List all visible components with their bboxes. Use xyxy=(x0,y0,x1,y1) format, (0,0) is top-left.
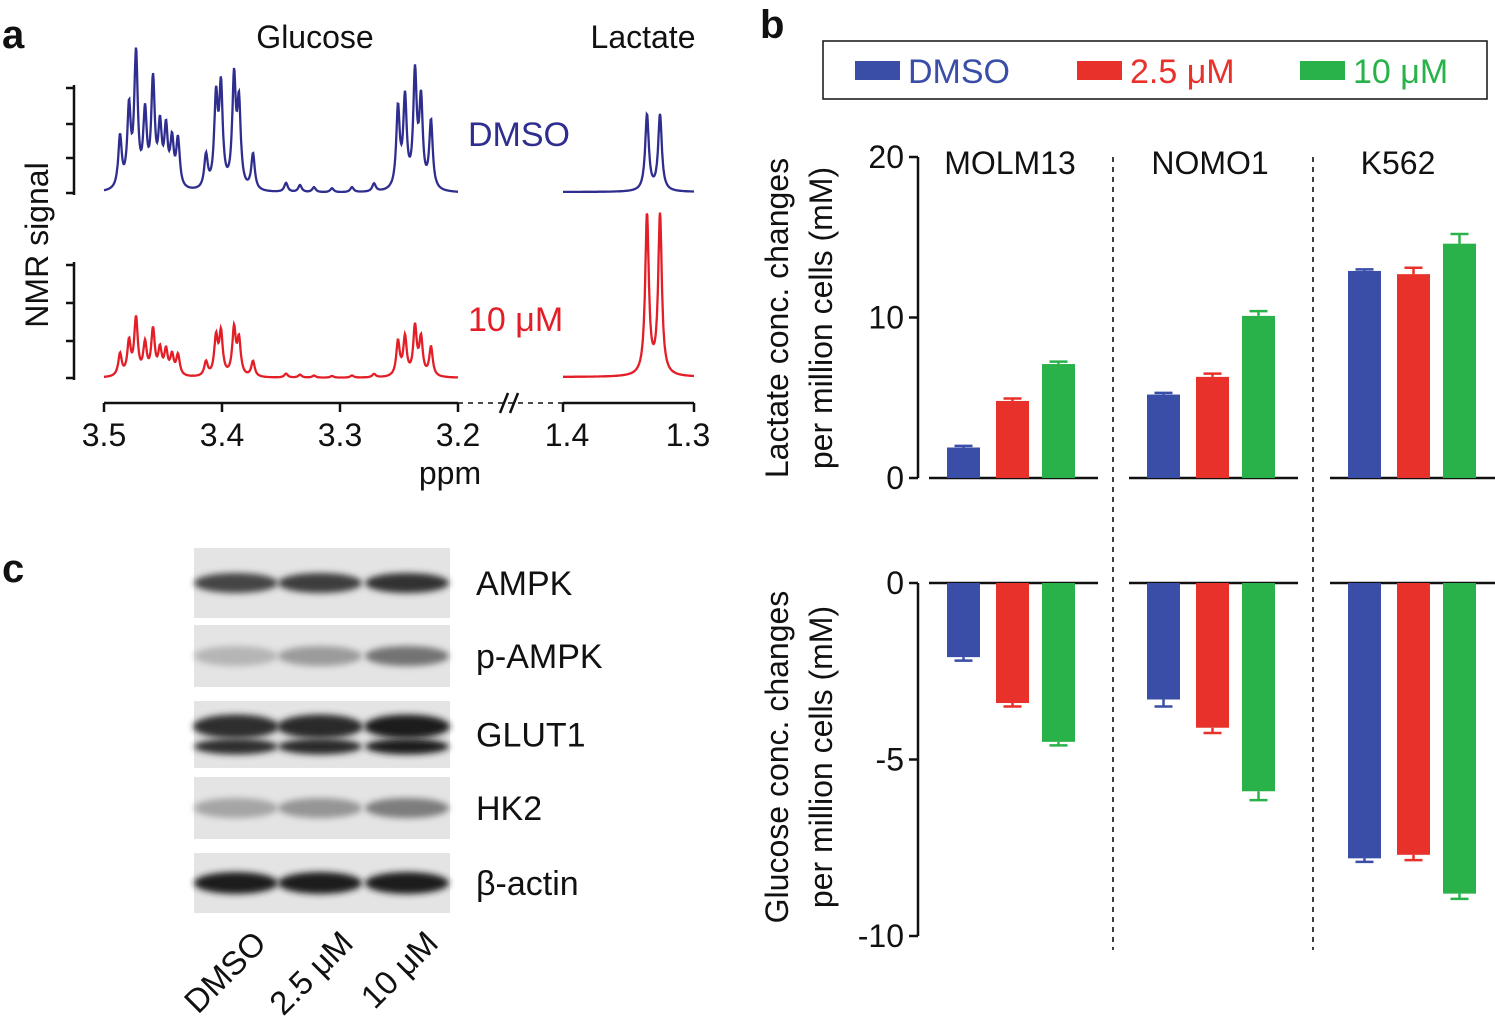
y-tick-label: 0 xyxy=(886,460,904,496)
panel-b-label: b xyxy=(760,3,784,47)
bar-k562-0 xyxy=(1348,583,1381,858)
group-title-molm13: MOLM13 xyxy=(944,145,1076,181)
blot-band xyxy=(365,646,449,666)
blot-band xyxy=(194,573,278,593)
panel-c-label: c xyxy=(2,547,24,591)
lane-label-1: 2.5 μM xyxy=(262,924,360,1022)
y-tick-label: 20 xyxy=(868,139,904,175)
glucose-ylabel-line2: per million cells (mM) xyxy=(803,606,839,908)
bar-nomo1-0 xyxy=(1147,395,1180,478)
protein-label-1: p-AMPK xyxy=(476,638,603,676)
bar-nomo1-2 xyxy=(1242,316,1275,478)
lactate-ylabel-line1: Lactate conc. changes xyxy=(759,158,795,478)
blot-band xyxy=(194,872,278,894)
legend-swatch-dmso xyxy=(855,61,900,80)
nmr-yaxis-bottom xyxy=(66,262,74,380)
lactate-bar-chart: 0 10 20 xyxy=(868,139,1495,496)
ppm-axis xyxy=(104,393,694,413)
ppm-tick-3.3: 3.3 xyxy=(318,417,362,453)
blot-panels: AMPK p-AMPK GLUT1 HK2 β-actin xyxy=(193,548,603,913)
bar-molm13-0 xyxy=(947,448,980,478)
blot-band xyxy=(277,715,363,739)
blot-band xyxy=(278,646,362,666)
lactate-spectrum-10um xyxy=(563,213,694,377)
blot-band xyxy=(193,715,279,739)
ppm-tick-3.4: 3.4 xyxy=(200,417,244,453)
glucose-spectrum-10um xyxy=(104,316,458,378)
legend: DMSO 2.5 μM 10 μM xyxy=(823,41,1487,99)
figure-canvas: a Glucose Lactate NMR signal DMSO 10 μM xyxy=(0,0,1495,1035)
glucose-ylabel-line1: Glucose conc. changes xyxy=(759,591,795,924)
group-title-k562: K562 xyxy=(1361,145,1436,181)
lane-label-2: 10 μM xyxy=(353,924,444,1015)
legend-swatch-10um xyxy=(1300,61,1345,80)
bar-k562-0 xyxy=(1348,271,1381,478)
lactate-spectrum-dmso xyxy=(563,114,694,192)
blot-band xyxy=(278,739,362,755)
nmr-10um-label: 10 μM xyxy=(468,301,563,339)
y-tick-label: 0 xyxy=(886,565,904,601)
bar-molm13-0 xyxy=(947,583,980,657)
legend-label-10um: 10 μM xyxy=(1353,53,1448,91)
glucose-bar-chart: 0 -5 -10 xyxy=(858,565,1495,954)
blot-band xyxy=(364,715,450,739)
blot-band xyxy=(365,739,449,755)
ppm-tick-1.4: 1.4 xyxy=(545,417,589,453)
nmr-dmso-label: DMSO xyxy=(468,116,570,154)
blot-band xyxy=(365,798,449,818)
blot-band xyxy=(278,872,362,894)
y-tick-label: -5 xyxy=(876,742,904,778)
bar-nomo1-1 xyxy=(1196,583,1229,728)
bar-k562-1 xyxy=(1397,274,1430,478)
protein-label-2: GLUT1 xyxy=(476,717,586,755)
bar-nomo1-1 xyxy=(1196,377,1229,478)
protein-label-4: β-actin xyxy=(476,865,579,903)
protein-label-3: HK2 xyxy=(476,790,542,828)
lactate-ylabel-line2: per million cells (mM) xyxy=(803,167,839,469)
blot-band xyxy=(194,798,278,818)
legend-swatch-2-5um xyxy=(1077,61,1122,80)
bar-k562-2 xyxy=(1443,244,1476,478)
blot-band xyxy=(365,573,449,593)
bar-nomo1-2 xyxy=(1242,583,1275,791)
blot-band xyxy=(194,646,278,666)
blot-band xyxy=(365,872,449,894)
protein-label-0: AMPK xyxy=(476,565,573,603)
bar-molm13-1 xyxy=(996,401,1029,478)
ppm-tick-1.3: 1.3 xyxy=(666,417,710,453)
ppm-tick-3.2: 3.2 xyxy=(436,417,480,453)
blot-band xyxy=(194,739,278,755)
ppm-label: ppm xyxy=(419,455,481,491)
legend-label-2-5um: 2.5 μM xyxy=(1130,53,1235,91)
bar-k562-1 xyxy=(1397,583,1430,855)
glucose-spectrum-dmso xyxy=(104,48,458,192)
ppm-tick-3.5: 3.5 xyxy=(82,417,126,453)
panel-a-nmr: a Glucose Lactate NMR signal DMSO 10 μM xyxy=(2,13,710,491)
y-tick-label: -10 xyxy=(858,918,904,954)
bar-k562-2 xyxy=(1443,583,1476,894)
lactate-title: Lactate xyxy=(591,19,696,55)
blot-band xyxy=(278,798,362,818)
panel-a-label: a xyxy=(2,13,25,57)
panel-b-bar-charts: b DMSO 2.5 μM 10 μM MOLM13 NOMO1 K562 La… xyxy=(759,3,1495,954)
nmr-ylabel: NMR signal xyxy=(19,162,55,327)
bar-nomo1-0 xyxy=(1147,583,1180,699)
bar-molm13-2 xyxy=(1042,583,1075,742)
glucose-title: Glucose xyxy=(256,19,373,55)
blot-band xyxy=(278,573,362,593)
group-title-nomo1: NOMO1 xyxy=(1151,145,1268,181)
bar-molm13-2 xyxy=(1042,364,1075,478)
bar-molm13-1 xyxy=(996,583,1029,703)
y-tick-label: 10 xyxy=(868,300,904,336)
legend-label-dmso: DMSO xyxy=(908,53,1010,91)
lane-label-0: DMSO xyxy=(177,924,273,1020)
nmr-yaxis-top xyxy=(66,85,74,195)
